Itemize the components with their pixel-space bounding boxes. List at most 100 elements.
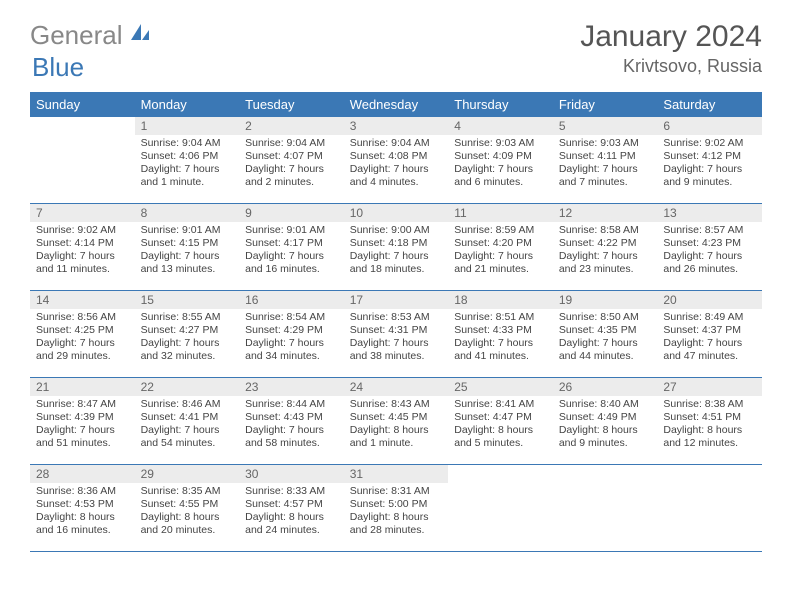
day-detail-line: and 28 minutes. — [350, 524, 443, 537]
day-detail-line: Daylight: 7 hours — [36, 424, 129, 437]
day-header: Saturday — [657, 92, 762, 117]
day-header-row: Sunday Monday Tuesday Wednesday Thursday… — [30, 92, 762, 117]
day-header: Monday — [135, 92, 240, 117]
day-detail-line: Daylight: 7 hours — [36, 337, 129, 350]
day-detail-line: Sunset: 4:53 PM — [36, 498, 129, 511]
day-number: 25 — [448, 378, 553, 396]
day-detail-line: Sunset: 4:25 PM — [36, 324, 129, 337]
day-detail-line: Daylight: 8 hours — [559, 424, 652, 437]
day-number: 13 — [657, 204, 762, 222]
title-block: January 2024 Krivtsovo, Russia — [580, 20, 762, 77]
day-detail-line: Daylight: 7 hours — [350, 163, 443, 176]
day-detail-line: Daylight: 8 hours — [350, 424, 443, 437]
day-details: Sunrise: 8:36 AMSunset: 4:53 PMDaylight:… — [30, 483, 135, 542]
day-detail-line: Sunrise: 8:40 AM — [559, 398, 652, 411]
day-detail-line: and 9 minutes. — [663, 176, 756, 189]
day-number: 21 — [30, 378, 135, 396]
calendar-day-cell: 6Sunrise: 9:02 AMSunset: 4:12 PMDaylight… — [657, 117, 762, 204]
day-detail-line: Sunrise: 8:54 AM — [245, 311, 338, 324]
day-number: 12 — [553, 204, 658, 222]
day-detail-line: Sunrise: 8:38 AM — [663, 398, 756, 411]
calendar-day-cell: 11Sunrise: 8:59 AMSunset: 4:20 PMDayligh… — [448, 204, 553, 291]
calendar-day-cell: 17Sunrise: 8:53 AMSunset: 4:31 PMDayligh… — [344, 291, 449, 378]
day-detail-line: Daylight: 7 hours — [454, 337, 547, 350]
day-detail-line: Sunset: 4:22 PM — [559, 237, 652, 250]
calendar-day-cell: 13Sunrise: 8:57 AMSunset: 4:23 PMDayligh… — [657, 204, 762, 291]
day-details: Sunrise: 8:31 AMSunset: 5:00 PMDaylight:… — [344, 483, 449, 542]
day-detail-line: Sunrise: 8:43 AM — [350, 398, 443, 411]
day-number: 19 — [553, 291, 658, 309]
day-detail-line: and 1 minute. — [141, 176, 234, 189]
calendar-day-cell: 5Sunrise: 9:03 AMSunset: 4:11 PMDaylight… — [553, 117, 658, 204]
day-detail-line: Sunrise: 8:35 AM — [141, 485, 234, 498]
day-detail-line: Sunrise: 8:49 AM — [663, 311, 756, 324]
day-detail-line: Daylight: 7 hours — [663, 250, 756, 263]
calendar-day-cell: 8Sunrise: 9:01 AMSunset: 4:15 PMDaylight… — [135, 204, 240, 291]
day-detail-line: Daylight: 7 hours — [663, 163, 756, 176]
day-details: Sunrise: 8:44 AMSunset: 4:43 PMDaylight:… — [239, 396, 344, 455]
calendar-day-cell: 16Sunrise: 8:54 AMSunset: 4:29 PMDayligh… — [239, 291, 344, 378]
day-detail-line: Sunrise: 8:55 AM — [141, 311, 234, 324]
calendar-week-row: 7Sunrise: 9:02 AMSunset: 4:14 PMDaylight… — [30, 204, 762, 291]
day-detail-line: Daylight: 8 hours — [141, 511, 234, 524]
day-detail-line: and 58 minutes. — [245, 437, 338, 450]
day-detail-line: Daylight: 7 hours — [245, 250, 338, 263]
day-detail-line: Sunrise: 8:46 AM — [141, 398, 234, 411]
calendar-day-cell: 24Sunrise: 8:43 AMSunset: 4:45 PMDayligh… — [344, 378, 449, 465]
day-detail-line: and 2 minutes. — [245, 176, 338, 189]
day-detail-line: Sunrise: 9:01 AM — [141, 224, 234, 237]
day-details: Sunrise: 8:47 AMSunset: 4:39 PMDaylight:… — [30, 396, 135, 455]
day-detail-line: Sunset: 4:47 PM — [454, 411, 547, 424]
day-detail-line: Sunrise: 8:47 AM — [36, 398, 129, 411]
day-detail-line: Sunset: 4:29 PM — [245, 324, 338, 337]
day-details: Sunrise: 9:02 AMSunset: 4:12 PMDaylight:… — [657, 135, 762, 194]
day-details: Sunrise: 8:55 AMSunset: 4:27 PMDaylight:… — [135, 309, 240, 368]
day-details: Sunrise: 8:56 AMSunset: 4:25 PMDaylight:… — [30, 309, 135, 368]
day-detail-line: and 41 minutes. — [454, 350, 547, 363]
day-number: 28 — [30, 465, 135, 483]
day-detail-line: and 23 minutes. — [559, 263, 652, 276]
day-detail-line: Daylight: 8 hours — [350, 511, 443, 524]
day-detail-line: and 5 minutes. — [454, 437, 547, 450]
day-header: Wednesday — [344, 92, 449, 117]
day-detail-line: Sunset: 4:18 PM — [350, 237, 443, 250]
day-detail-line: and 24 minutes. — [245, 524, 338, 537]
day-details: Sunrise: 8:33 AMSunset: 4:57 PMDaylight:… — [239, 483, 344, 542]
day-detail-line: Daylight: 7 hours — [141, 250, 234, 263]
day-detail-line: Sunset: 4:33 PM — [454, 324, 547, 337]
day-detail-line: Sunrise: 8:44 AM — [245, 398, 338, 411]
day-detail-line: Sunrise: 9:00 AM — [350, 224, 443, 237]
day-detail-line: Sunrise: 8:51 AM — [454, 311, 547, 324]
day-detail-line: Sunset: 4:51 PM — [663, 411, 756, 424]
day-details: Sunrise: 9:04 AMSunset: 4:06 PMDaylight:… — [135, 135, 240, 194]
day-detail-line: and 18 minutes. — [350, 263, 443, 276]
day-number: 6 — [657, 117, 762, 135]
day-details: Sunrise: 8:54 AMSunset: 4:29 PMDaylight:… — [239, 309, 344, 368]
day-detail-line: Sunrise: 8:57 AM — [663, 224, 756, 237]
day-details: Sunrise: 9:01 AMSunset: 4:15 PMDaylight:… — [135, 222, 240, 281]
day-details: Sunrise: 8:38 AMSunset: 4:51 PMDaylight:… — [657, 396, 762, 455]
day-detail-line: and 32 minutes. — [141, 350, 234, 363]
day-detail-line: Sunrise: 9:04 AM — [350, 137, 443, 150]
brand-part2: Blue — [32, 52, 84, 83]
brand-logo: General — [30, 20, 153, 51]
day-detail-line: and 21 minutes. — [454, 263, 547, 276]
day-detail-line: and 47 minutes. — [663, 350, 756, 363]
day-header: Thursday — [448, 92, 553, 117]
day-details: Sunrise: 8:49 AMSunset: 4:37 PMDaylight:… — [657, 309, 762, 368]
day-details: Sunrise: 9:01 AMSunset: 4:17 PMDaylight:… — [239, 222, 344, 281]
day-number: 23 — [239, 378, 344, 396]
day-number: 4 — [448, 117, 553, 135]
day-detail-line: Sunrise: 8:58 AM — [559, 224, 652, 237]
calendar-day-cell: 10Sunrise: 9:00 AMSunset: 4:18 PMDayligh… — [344, 204, 449, 291]
day-details: Sunrise: 9:00 AMSunset: 4:18 PMDaylight:… — [344, 222, 449, 281]
day-detail-line: and 51 minutes. — [36, 437, 129, 450]
day-details: Sunrise: 8:50 AMSunset: 4:35 PMDaylight:… — [553, 309, 658, 368]
day-detail-line: Sunset: 4:17 PM — [245, 237, 338, 250]
day-detail-line: Sunrise: 9:02 AM — [663, 137, 756, 150]
day-detail-line: Sunrise: 8:36 AM — [36, 485, 129, 498]
day-detail-line: Sunrise: 9:02 AM — [36, 224, 129, 237]
day-detail-line: Daylight: 7 hours — [141, 163, 234, 176]
day-detail-line: Sunset: 4:49 PM — [559, 411, 652, 424]
day-number: 22 — [135, 378, 240, 396]
